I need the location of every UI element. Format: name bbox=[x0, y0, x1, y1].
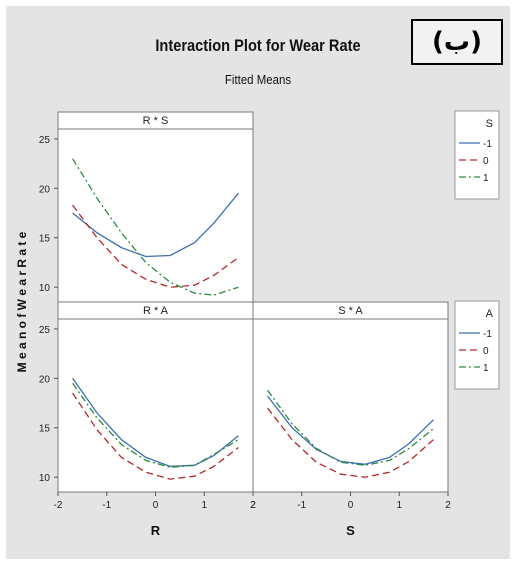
panel-frame bbox=[57, 301, 254, 493]
legend-label: 1 bbox=[483, 173, 489, 184]
series-line-0 bbox=[267, 407, 434, 478]
series-line-1 bbox=[72, 382, 239, 468]
figure-label-badge: (ب) bbox=[411, 19, 503, 65]
y-tick-label: 15 bbox=[39, 234, 51, 245]
x-axis-label: R bbox=[151, 523, 161, 538]
x-tick-label: -1 bbox=[297, 500, 306, 511]
legend-title: S bbox=[486, 118, 493, 130]
y-tick-label: 10 bbox=[39, 283, 51, 294]
y-tick-label: 10 bbox=[39, 473, 51, 484]
legend-label: -1 bbox=[483, 329, 492, 340]
series-line-1 bbox=[267, 389, 434, 466]
legend-label: 0 bbox=[483, 346, 489, 357]
panel-strip-label: R * S bbox=[143, 115, 169, 127]
panel-strip-label: R * A bbox=[143, 305, 169, 317]
chart-title: Interaction Plot for Wear Rate bbox=[155, 36, 361, 55]
legend-label: 0 bbox=[483, 156, 489, 167]
y-tick-label: 15 bbox=[39, 424, 51, 435]
legend-title: A bbox=[486, 308, 494, 320]
series-line-1 bbox=[72, 158, 239, 296]
y-tick-label: 25 bbox=[39, 325, 51, 336]
x-tick-label: 1 bbox=[201, 500, 207, 511]
legend-box bbox=[454, 110, 500, 200]
panel-frame bbox=[252, 301, 449, 493]
series-line--1 bbox=[72, 377, 239, 467]
panel-frame bbox=[57, 111, 254, 303]
x-tick-label: 2 bbox=[250, 500, 256, 511]
y-axis-label: M e a n o f W e a r R a t e bbox=[15, 231, 29, 372]
legend-label: -1 bbox=[483, 139, 492, 150]
series-line--1 bbox=[267, 395, 434, 465]
y-tick-label: 20 bbox=[39, 374, 51, 385]
x-tick-label: 0 bbox=[153, 500, 159, 511]
panel-strip-label: S * A bbox=[338, 305, 363, 317]
y-tick-label: 20 bbox=[39, 184, 51, 195]
x-tick-label: 2 bbox=[250, 500, 256, 511]
x-tick-label: -1 bbox=[102, 500, 111, 511]
x-tick-label: 1 bbox=[396, 500, 402, 511]
panel-strip bbox=[57, 111, 254, 130]
x-axis-label: S bbox=[346, 523, 355, 538]
y-tick-label: 25 bbox=[39, 135, 51, 146]
series-line--1 bbox=[72, 192, 239, 258]
chart-subtitle: Fitted Means bbox=[224, 72, 292, 87]
panel-strip bbox=[252, 301, 449, 320]
legend-box bbox=[454, 300, 500, 390]
x-tick-label: -2 bbox=[54, 500, 63, 511]
legend-label: 1 bbox=[483, 363, 489, 374]
x-tick-label: 2 bbox=[445, 500, 451, 511]
series-line-0 bbox=[72, 204, 239, 288]
x-tick-label: 0 bbox=[348, 500, 354, 511]
series-line-0 bbox=[72, 392, 239, 480]
